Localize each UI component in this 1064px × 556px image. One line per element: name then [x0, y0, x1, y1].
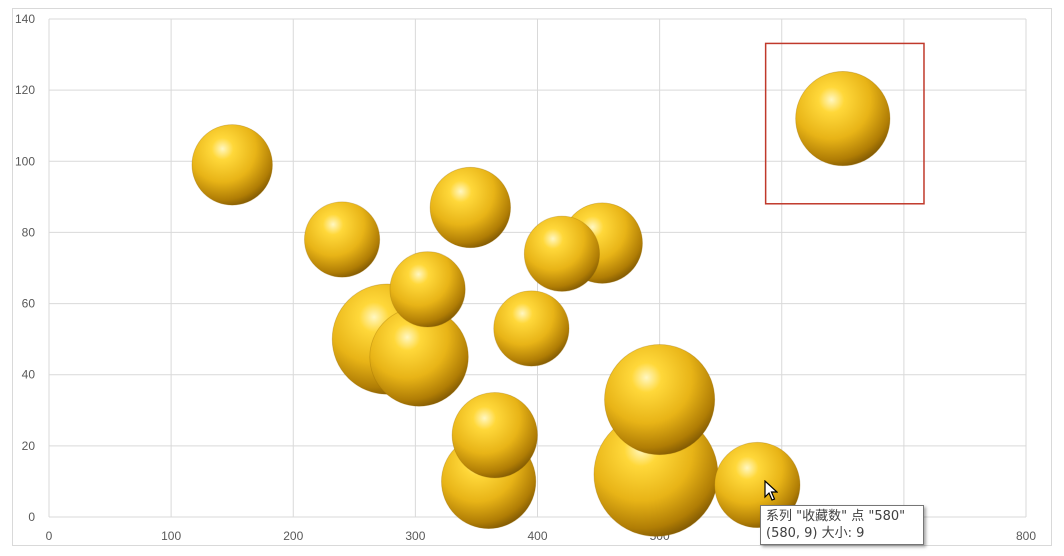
- tooltip-values-line: (580, 9) 大小: 9: [766, 526, 865, 541]
- bubble-point[interactable]: [191, 124, 273, 206]
- bubble-point[interactable]: [304, 201, 381, 278]
- bubble-point[interactable]: [604, 344, 716, 456]
- x-tick-label: 300: [405, 529, 425, 543]
- y-tick-label: 40: [22, 368, 36, 382]
- y-tick-label: 0: [28, 510, 35, 524]
- x-tick-label: 0: [46, 529, 53, 543]
- x-tick-label: 100: [161, 529, 181, 543]
- bubble-point[interactable]: [523, 215, 600, 292]
- x-tick-label: 800: [1016, 529, 1036, 543]
- x-tick-label: 400: [527, 529, 547, 543]
- bubble-series[interactable]: [191, 71, 891, 537]
- y-tick-label: 80: [22, 225, 36, 239]
- tooltip-series-line: 系列 "收藏数" 点 "580": [766, 509, 906, 524]
- bubble-point[interactable]: [493, 290, 570, 367]
- y-tick-label: 100: [15, 154, 35, 168]
- y-tick-label: 120: [15, 83, 35, 97]
- bubble-point[interactable]: [389, 251, 466, 328]
- y-tick-label: 140: [15, 12, 35, 26]
- bubble-point[interactable]: [795, 71, 891, 167]
- x-tick-label: 200: [283, 529, 303, 543]
- y-tick-label: 60: [22, 297, 36, 311]
- highlight-box: [764, 42, 925, 205]
- bubble-point[interactable]: [451, 392, 538, 479]
- y-tick-label: 20: [22, 439, 36, 453]
- data-point-tooltip: 系列 "收藏数" 点 "580" (580, 9) 大小: 9: [760, 505, 924, 545]
- bubble-point[interactable]: [429, 166, 511, 249]
